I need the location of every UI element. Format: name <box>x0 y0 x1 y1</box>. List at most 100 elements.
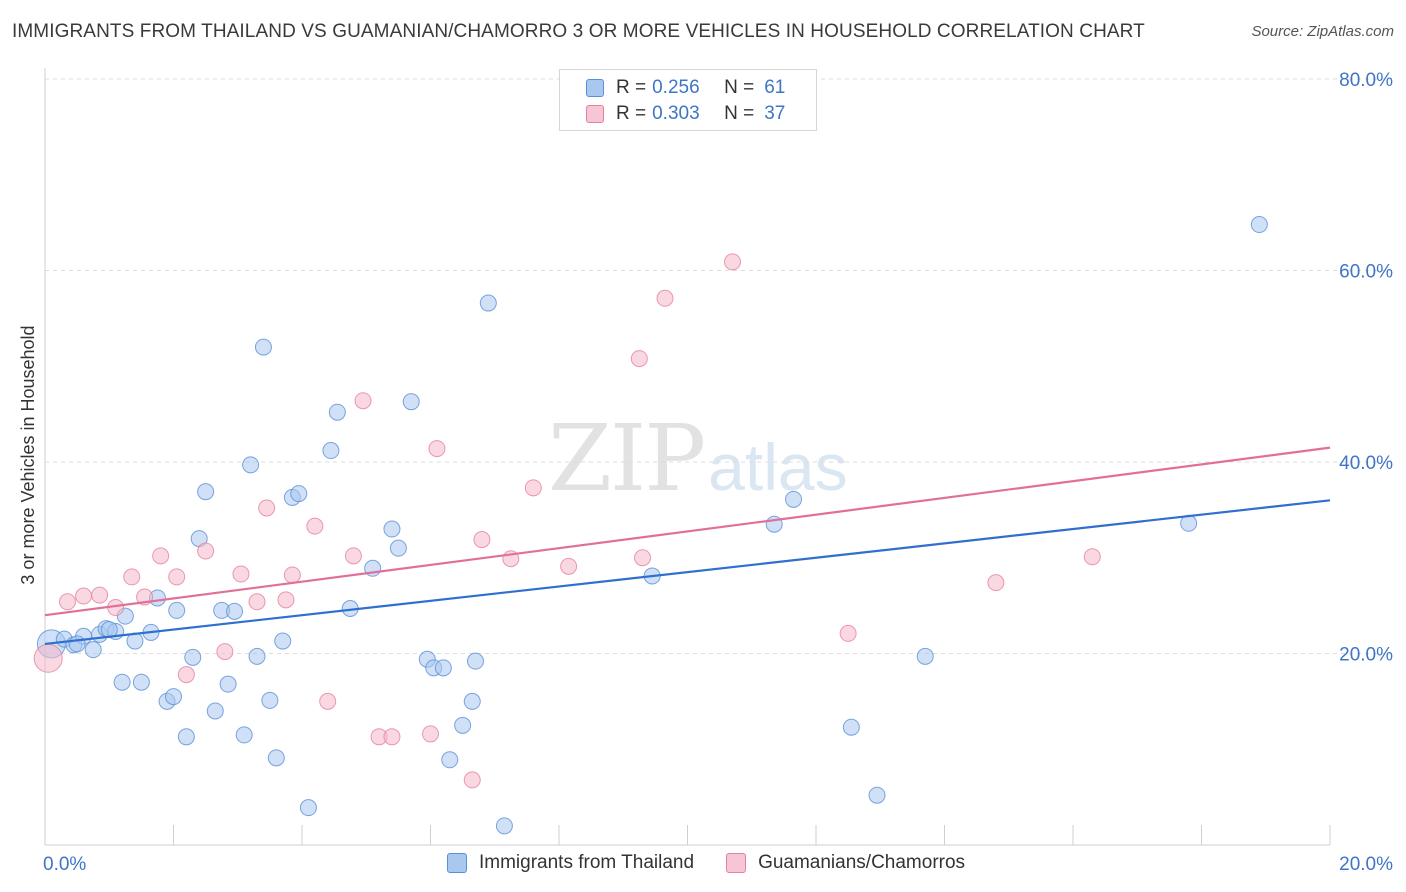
point-guamanian <box>277 591 295 609</box>
point-thailand <box>177 728 195 746</box>
point-guamanian <box>839 624 857 642</box>
point-thailand <box>868 786 886 804</box>
point-thailand <box>165 688 182 706</box>
point-guamanian <box>197 542 215 560</box>
series-legend: Immigrants from Thailand Guamanians/Cham… <box>447 852 997 874</box>
point-thailand <box>267 749 285 767</box>
point-guamanian <box>75 587 93 605</box>
y-tick-label: 20.0% <box>1339 645 1393 666</box>
point-guamanian <box>258 499 276 517</box>
legend-n-value: 37 <box>764 103 786 124</box>
point-thailand <box>219 675 237 693</box>
point-thailand <box>290 485 308 503</box>
point-thailand <box>434 659 452 677</box>
point-thailand <box>68 635 86 653</box>
series-swatch-pink <box>726 853 747 873</box>
point-guamanian <box>91 586 109 604</box>
point-thailand <box>254 338 272 356</box>
y-tick-label: 80.0% <box>1339 70 1393 91</box>
point-thailand <box>389 539 407 557</box>
chart-title: IMMIGRANTS FROM THAILAND VS GUAMANIAN/CH… <box>12 21 1145 42</box>
y-tick-label: 40.0% <box>1339 453 1393 474</box>
legend-n-label: N = <box>724 77 755 98</box>
y-tick-label: 60.0% <box>1339 262 1393 283</box>
point-guamanian <box>177 666 195 684</box>
point-guamanian <box>123 568 141 586</box>
point-thailand <box>299 799 317 817</box>
point-guamanian <box>306 517 324 535</box>
point-thailand <box>463 692 481 710</box>
source-label: Source: ZipAtlas.com <box>1251 23 1394 40</box>
point-guamanian <box>630 350 648 368</box>
point-guamanian <box>33 643 63 673</box>
point-thailand <box>1250 216 1268 234</box>
point-guamanian <box>232 565 250 583</box>
legend-r-value: 0.303 <box>652 103 700 124</box>
point-thailand <box>261 691 279 709</box>
trend-line-thailand <box>44 499 1331 646</box>
point-thailand <box>235 726 253 744</box>
legend-r-label: R = <box>616 103 647 124</box>
point-guamanian <box>319 692 337 710</box>
point-guamanian <box>463 771 481 789</box>
correlation-legend: R = 0.256 N = 61 R = 0.303 N = 37 <box>559 69 817 131</box>
point-thailand <box>328 403 346 421</box>
legend-row-guamanian: R = 0.303 N = 37 <box>586 102 785 126</box>
point-thailand <box>495 817 513 835</box>
series-legend-thailand[interactable]: Immigrants from Thailand <box>447 852 694 874</box>
point-guamanian <box>524 479 542 497</box>
point-thailand <box>441 751 459 769</box>
point-guamanian <box>168 568 186 586</box>
legend-n-label: N = <box>724 103 755 124</box>
point-thailand <box>466 652 484 670</box>
point-thailand <box>168 601 186 619</box>
series-legend-label: Immigrants from Thailand <box>479 852 695 873</box>
point-thailand <box>274 632 292 650</box>
point-guamanian <box>216 643 234 661</box>
point-guamanian <box>354 392 372 410</box>
point-thailand <box>132 673 150 691</box>
legend-r-value: 0.256 <box>652 77 700 98</box>
point-thailand <box>454 716 472 734</box>
legend-r-label: R = <box>616 77 647 98</box>
point-thailand <box>383 520 401 538</box>
y-axis-label: 3 or more Vehicles in Household <box>18 325 38 584</box>
point-thailand <box>322 442 340 460</box>
point-guamanian <box>1083 548 1101 566</box>
point-thailand <box>916 647 934 665</box>
point-guamanian <box>422 725 439 743</box>
point-guamanian <box>283 566 301 584</box>
point-guamanian <box>58 593 76 611</box>
point-guamanian <box>656 289 674 307</box>
point-thailand <box>402 393 420 411</box>
point-thailand <box>248 647 266 665</box>
point-guamanian <box>248 593 266 611</box>
point-thailand <box>226 602 244 620</box>
point-thailand <box>206 702 224 720</box>
trend-line-guamanian <box>44 446 1331 617</box>
series-legend-guamanian[interactable]: Guamanians/Chamorros <box>726 852 965 874</box>
x-tick-label-min: 0.0% <box>43 854 86 875</box>
point-thailand <box>785 490 803 508</box>
series-legend-label: Guamanians/Chamorros <box>758 852 966 873</box>
point-thailand <box>242 456 260 474</box>
point-guamanian <box>560 557 578 575</box>
x-tick-label-max: 20.0% <box>1339 854 1393 875</box>
legend-row-thailand: R = 0.256 N = 61 <box>586 76 785 100</box>
legend-n-value: 61 <box>764 77 786 98</box>
series-swatch-blue <box>447 853 467 873</box>
point-guamanian <box>473 531 491 549</box>
point-thailand <box>479 294 497 312</box>
point-thailand <box>197 483 215 501</box>
point-thailand <box>842 718 860 736</box>
point-guamanian <box>152 547 170 565</box>
point-guamanian <box>383 728 401 746</box>
legend-swatch-pink <box>586 105 604 123</box>
point-thailand <box>113 673 131 691</box>
point-thailand <box>84 641 102 659</box>
point-guamanian <box>723 253 741 271</box>
point-thailand <box>184 648 202 666</box>
point-guamanian <box>428 440 446 458</box>
point-guamanian <box>344 547 362 565</box>
